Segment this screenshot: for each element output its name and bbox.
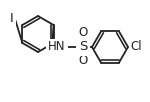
Text: O: O bbox=[78, 27, 88, 39]
Text: Cl: Cl bbox=[130, 40, 142, 54]
Text: I: I bbox=[10, 13, 14, 26]
Text: O: O bbox=[78, 54, 88, 68]
Text: S: S bbox=[79, 40, 87, 54]
Text: HN: HN bbox=[48, 40, 66, 54]
